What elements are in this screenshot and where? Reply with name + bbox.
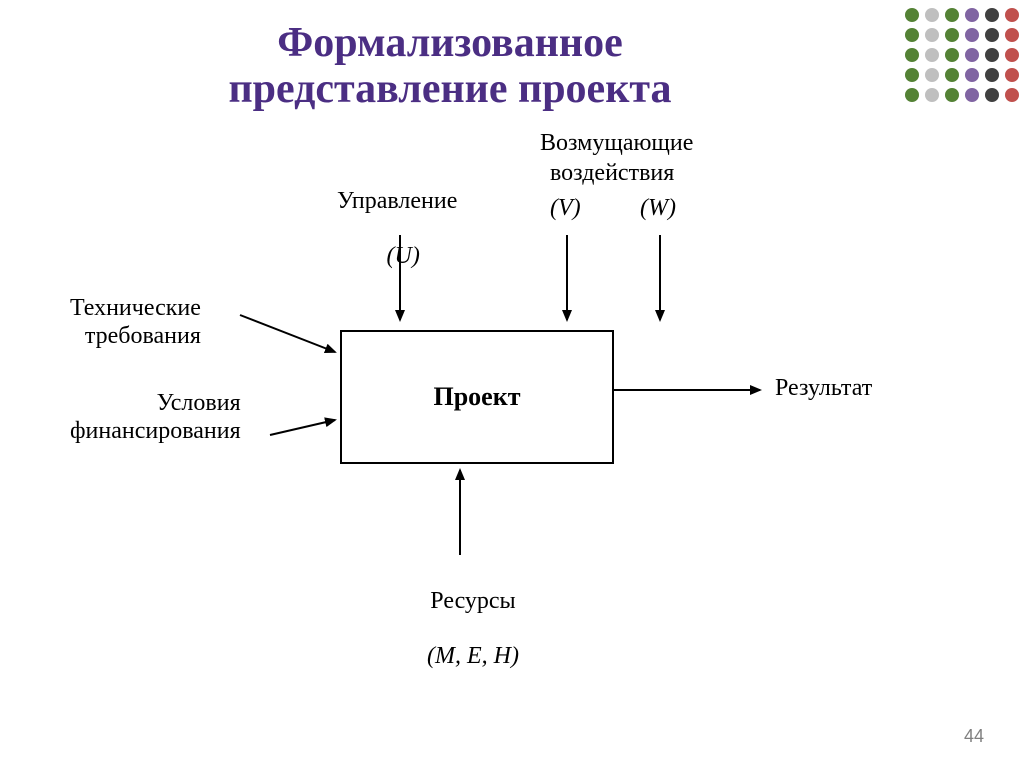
decor-dot (925, 48, 939, 62)
decor-dot (945, 88, 959, 102)
label-management: Управление (U) (325, 160, 457, 270)
label-symbol-v: (V) (550, 195, 581, 223)
title-line-1: Формализованное (277, 20, 623, 66)
decor-dot (925, 8, 939, 22)
decor-dot (965, 68, 979, 82)
decor-dot (1005, 8, 1019, 22)
decor-dot (945, 68, 959, 82)
decor-dot (1005, 28, 1019, 42)
title-line-2: представление проекта (228, 66, 671, 112)
decor-dot (945, 28, 959, 42)
slide-number: 44 (964, 726, 984, 747)
project-box: Проект (340, 330, 614, 464)
arrow-left-2 (270, 420, 335, 435)
decor-dot (905, 8, 919, 22)
decor-dot (965, 48, 979, 62)
decor-dot (905, 88, 919, 102)
decor-dot (905, 28, 919, 42)
decor-dot (1005, 68, 1019, 82)
arrow-left-1 (240, 315, 335, 352)
decor-dot (985, 68, 999, 82)
decor-dot (945, 8, 959, 22)
label-financing-conditions: Условия финансирования (70, 390, 241, 445)
decor-dot (965, 28, 979, 42)
decor-dot (985, 8, 999, 22)
decor-dot (1005, 88, 1019, 102)
label-result: Результат (775, 375, 872, 403)
label-symbol-w: (W) (640, 195, 676, 223)
decor-dot (1005, 48, 1019, 62)
slide-title: Формализованное представление проекта (0, 20, 900, 112)
label-resources: Ресурсы (M, E, H) (415, 560, 519, 670)
label-disturbance-line2: воздействия (550, 160, 674, 188)
decor-dot (985, 48, 999, 62)
decor-dot (925, 88, 939, 102)
decor-dot (965, 88, 979, 102)
decor-dot (985, 88, 999, 102)
label-tech-requirements: Технические требования (70, 295, 201, 350)
decor-dot (965, 8, 979, 22)
decor-dot (905, 48, 919, 62)
decor-dot (985, 28, 999, 42)
decor-dot (945, 48, 959, 62)
label-disturbance-line1: Возмущающие (540, 130, 693, 158)
decor-dot (925, 28, 939, 42)
decor-dot (925, 68, 939, 82)
project-box-label: Проект (434, 382, 521, 412)
decor-dot (905, 68, 919, 82)
